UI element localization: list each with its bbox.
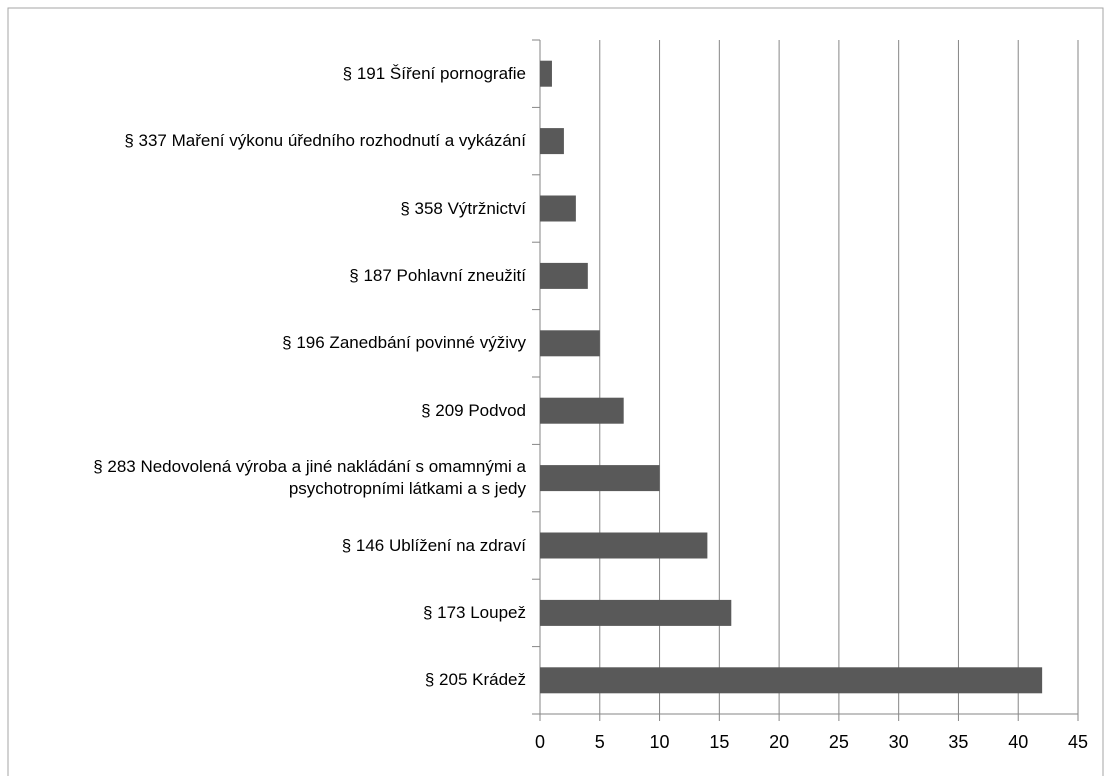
- y-tick-label: § 191 Šíření pornografie: [342, 63, 526, 83]
- bar: [540, 667, 1043, 694]
- bar: [540, 128, 564, 155]
- x-tick-label: 35: [948, 732, 968, 752]
- bar: [540, 262, 588, 289]
- y-tick-label: § 209 Podvod: [421, 400, 526, 420]
- bar: [540, 397, 624, 424]
- y-tick-label: § 196 Zanedbání povinné výživy: [282, 333, 526, 353]
- x-tick-label: 25: [829, 732, 849, 752]
- x-tick-label: 0: [535, 732, 545, 752]
- x-tick-label: 40: [1008, 732, 1028, 752]
- x-tick-label: 5: [595, 732, 605, 752]
- x-tick-label: 15: [709, 732, 729, 752]
- y-tick-label: § 205 Krádež: [424, 670, 526, 690]
- x-tick-label: 20: [769, 732, 789, 752]
- bar: [540, 465, 660, 492]
- y-tick-label: § 173 Loupež: [422, 602, 526, 622]
- bar: [540, 330, 600, 357]
- bar: [540, 532, 708, 559]
- bar: [540, 60, 552, 87]
- bar: [540, 599, 732, 626]
- y-tick-label: § 337 Maření výkonu úředního rozhodnutí …: [124, 131, 526, 151]
- y-tick-label: § 187 Pohlavní zneužití: [349, 265, 526, 285]
- y-tick-label: § 283 Nedovolená výroba a jiné nakládání…: [93, 457, 526, 499]
- y-tick-label: § 358 Výtržnictví: [400, 198, 526, 218]
- y-tick-label: § 146 Ublížení na zdraví: [341, 535, 526, 555]
- x-tick-label: 45: [1068, 732, 1088, 752]
- x-tick-label: 10: [650, 732, 670, 752]
- bar: [540, 195, 576, 222]
- x-tick-label: 30: [889, 732, 909, 752]
- chart-border: [7, 7, 1104, 776]
